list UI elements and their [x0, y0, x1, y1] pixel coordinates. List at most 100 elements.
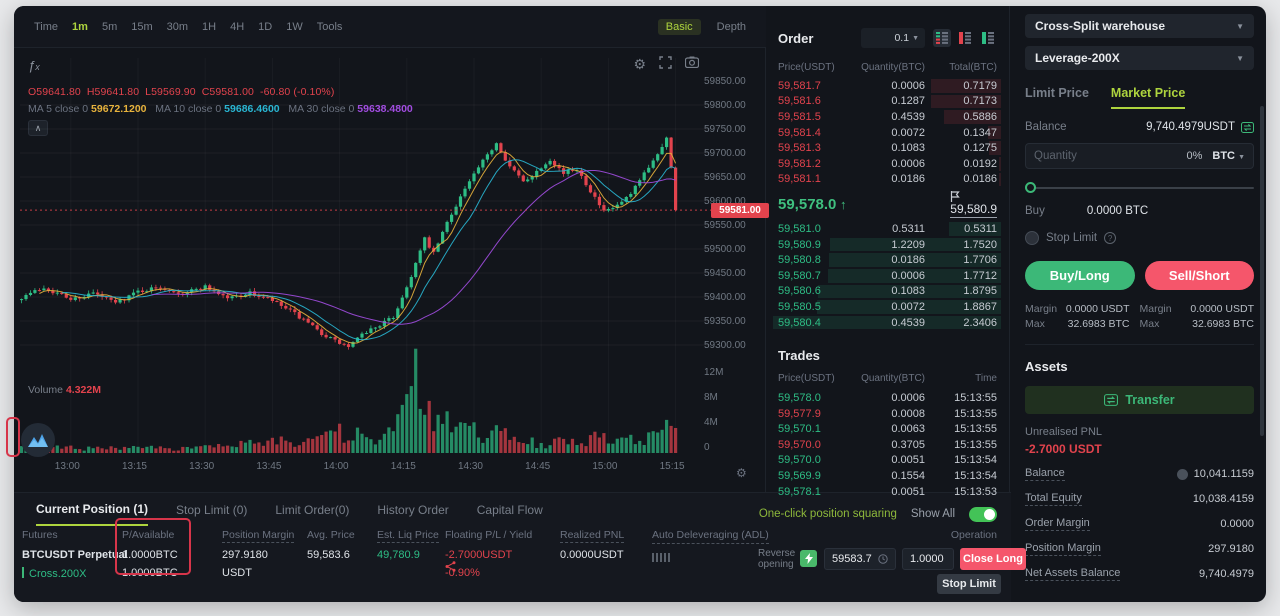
- leverage-dropdown[interactable]: Leverage-200X ▼: [1025, 46, 1254, 70]
- ask-row[interactable]: 59,581.5 0.4539 0.5886: [778, 109, 1001, 125]
- volume-tick: 8M: [704, 392, 718, 403]
- trade-row[interactable]: 59,577.9 0.0008 15:13:55: [778, 407, 997, 420]
- price-tick: 59400.00: [704, 292, 746, 303]
- chart-settings-gear-icon[interactable]: ⚙: [633, 56, 646, 72]
- trade-row[interactable]: 59,569.9 0.1554 15:13:54: [778, 470, 997, 483]
- price-tick: 59700.00: [704, 148, 746, 159]
- interval-15m[interactable]: 15m: [131, 20, 153, 33]
- margin-mode-dropdown[interactable]: Cross-Split warehouse ▼: [1025, 14, 1254, 38]
- fullscreen-icon[interactable]: [659, 56, 672, 73]
- time-tick: 15:00: [592, 461, 618, 472]
- ask-row[interactable]: 59,581.2 0.0006 0.0192: [778, 156, 1001, 172]
- order-entry-panel: Cross-Split warehouse ▼ Leverage-200X ▼ Li…: [1011, 6, 1266, 602]
- interval-1h[interactable]: 1H: [202, 20, 217, 33]
- ask-row[interactable]: 59,581.1 0.0186 0.0186: [778, 172, 1001, 188]
- interval-4h[interactable]: 4H: [230, 20, 245, 33]
- interval-1d[interactable]: 1D: [258, 20, 273, 33]
- book-view-both-icon[interactable]: [933, 29, 951, 47]
- p-available-1: 1.0000BTC: [122, 549, 178, 561]
- close-long-button[interactable]: Close Long: [960, 548, 1026, 570]
- quantity-percent: 0%: [1186, 150, 1203, 162]
- interval-30m[interactable]: 30m: [166, 20, 189, 33]
- bid-row[interactable]: 59,580.8 0.0186 1.7706: [778, 252, 1001, 268]
- ask-row[interactable]: 59,581.4 0.0072 0.1347: [778, 125, 1001, 141]
- reverse-opening-icon[interactable]: [800, 550, 817, 567]
- sell-short-button[interactable]: Sell/Short: [1144, 261, 1254, 290]
- assets-title: Assets: [1025, 359, 1068, 374]
- bid-row[interactable]: 59,580.7 0.0006 1.7712: [778, 268, 1001, 284]
- privacy-icon[interactable]: [1176, 468, 1188, 480]
- slider-knob[interactable]: [1025, 182, 1036, 193]
- interval-5m[interactable]: 5m: [101, 20, 118, 33]
- bid-row[interactable]: 59,580.5 0.0072 1.8867: [778, 299, 1001, 315]
- close-qty-input[interactable]: 1.0000: [902, 548, 954, 570]
- screenshot-camera-icon[interactable]: [685, 56, 699, 73]
- exchange-logo: [21, 423, 55, 457]
- trade-row[interactable]: 59,578.0 0.0006 15:13:55: [778, 392, 997, 405]
- liq-price: 49,780.9: [377, 549, 420, 561]
- position-margin-unit: USDT: [222, 567, 252, 579]
- precision-select[interactable]: 0.1 ▼: [861, 28, 925, 48]
- unrealised-pnl-value: -2.7000 USDT: [1025, 442, 1102, 456]
- price-tick: 59500.00: [704, 244, 746, 255]
- transfer-icon[interactable]: [1241, 121, 1254, 133]
- bid-row[interactable]: 59,580.4 0.4539 2.3406: [773, 315, 1001, 331]
- positions-tab-capital-flow[interactable]: Capital Flow: [476, 503, 543, 517]
- trade-row[interactable]: 59,578.1 0.0051 15:13:53: [778, 485, 997, 498]
- ask-row[interactable]: 59,581.6 0.1287 0.7173: [778, 94, 1001, 110]
- chart-view-tabs: Basic Depth: [657, 18, 754, 35]
- indicator-fx-icon[interactable]: ƒx: [28, 58, 40, 73]
- trade-row[interactable]: 59,570.0 0.3705 15:13:55: [778, 438, 997, 451]
- bid-row[interactable]: 59,580.6 0.1083 1.8795: [778, 284, 1001, 300]
- chart-pane[interactable]: ƒx ⚙ O59641.80 H59641.80 L59569.90 C59581.0…: [14, 48, 769, 492]
- trade-row[interactable]: 59,570.1 0.0063 15:13:55: [778, 423, 997, 436]
- positions-tab-current-position-1-[interactable]: Current Position (1): [36, 502, 149, 526]
- buy-long-button[interactable]: Buy/Long: [1025, 261, 1135, 290]
- ask-row[interactable]: 59,581.3 0.1083 0.1275: [778, 140, 1001, 156]
- axis-settings-gear-icon[interactable]: ⚙: [736, 466, 747, 480]
- time-tick: 13:00: [54, 461, 80, 472]
- stop-limit-button[interactable]: Stop Limit: [937, 574, 1001, 594]
- book-view-bids-icon[interactable]: [979, 29, 997, 47]
- transfer-button[interactable]: Transfer: [1025, 386, 1254, 414]
- interval-1m[interactable]: 1m: [72, 20, 88, 33]
- order-book-headers: Price(USDT) Quantity(BTC) Total(BTC): [778, 62, 997, 73]
- bid-row[interactable]: 59,580.9 1.2209 1.7520: [778, 237, 1001, 253]
- quantity-slider[interactable]: [1025, 181, 1254, 195]
- asset-row-net-assets-balance: Net Assets Balance 9,740.4979: [1025, 567, 1254, 581]
- positions-tab-stop-limit-0-[interactable]: Stop Limit (0): [176, 503, 248, 517]
- clock-icon[interactable]: [878, 554, 888, 564]
- stop-limit-checkbox[interactable]: [1025, 231, 1039, 245]
- time-tick: 13:15: [121, 461, 147, 472]
- time-tick: 14:30: [457, 461, 483, 472]
- interval-1w[interactable]: 1W: [286, 20, 303, 33]
- tab-limit-price[interactable]: Limit Price: [1025, 86, 1089, 100]
- trade-row[interactable]: 59,570.0 0.0051 15:13:54: [778, 454, 997, 467]
- help-icon[interactable]: ?: [1104, 232, 1117, 244]
- positions-tab-limit-order-0-[interactable]: Limit Order(0): [275, 503, 350, 517]
- scrollbar-thumb[interactable]: [1260, 106, 1264, 436]
- sell-max-value: 32.6983 BTC: [1192, 318, 1254, 330]
- collapse-indicator-button[interactable]: ∧: [28, 120, 48, 136]
- book-view-asks-icon[interactable]: [956, 29, 974, 47]
- ask-row[interactable]: 59,581.7 0.0006 0.7179: [778, 78, 1001, 94]
- show-all-toggle[interactable]: [969, 506, 997, 522]
- view-tab-depth[interactable]: Depth: [716, 20, 746, 33]
- one-click-squaring[interactable]: One-click position squaring: [758, 508, 897, 520]
- mark-price[interactable]: 59,580.9: [950, 190, 997, 218]
- close-price-input[interactable]: 59583.7: [824, 548, 896, 570]
- share-icon[interactable]: [445, 561, 456, 572]
- time-axis: 13:00 13:15 13:30 13:45 14:00 14:15 14:30 14:45…: [14, 461, 714, 475]
- time-tick: 13:45: [256, 461, 282, 472]
- bid-row[interactable]: 59,581.0 0.5311 0.5311: [778, 221, 1001, 237]
- quantity-input[interactable]: Quantity 0% BTC ▼: [1025, 143, 1254, 169]
- quantity-unit-select[interactable]: BTC ▼: [1212, 150, 1245, 162]
- tab-market-price[interactable]: Market Price: [1110, 86, 1186, 109]
- interval-time[interactable]: Time: [34, 20, 59, 33]
- positions-tab-history-order[interactable]: History Order: [377, 503, 449, 517]
- annotation-box-p-available: [115, 518, 191, 575]
- col-avg-price: Avg. Price: [307, 529, 355, 541]
- candlestick-chart[interactable]: [20, 48, 764, 478]
- view-tab-basic[interactable]: Basic: [657, 18, 701, 35]
- interval-tools[interactable]: Tools: [316, 20, 343, 33]
